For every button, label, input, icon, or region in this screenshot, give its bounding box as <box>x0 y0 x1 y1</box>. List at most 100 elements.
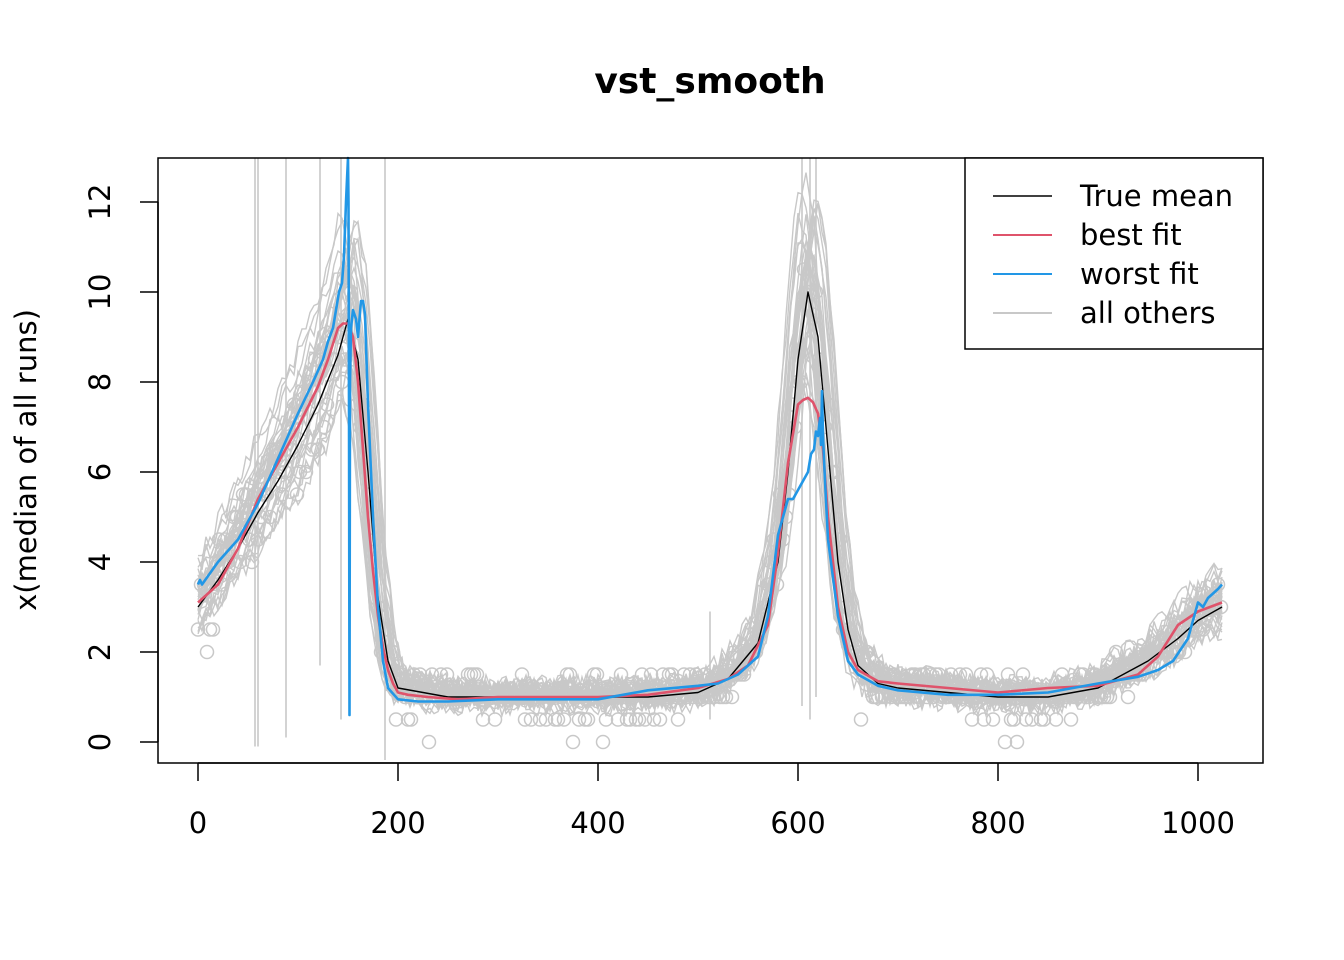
observation-point <box>286 397 302 412</box>
observation-point <box>433 667 449 682</box>
observation-point <box>298 464 314 480</box>
observation-point <box>307 352 323 367</box>
observation-point <box>1069 689 1085 705</box>
observation-point <box>769 577 785 592</box>
observation-point <box>208 554 224 570</box>
observation-point <box>610 712 626 727</box>
legend-label: worst fit <box>1080 257 1199 291</box>
observation-point <box>571 712 587 727</box>
observation-point <box>310 442 326 457</box>
chart-title: vst_smooth <box>594 61 825 102</box>
observation-point <box>772 487 788 502</box>
observation-point <box>598 712 614 727</box>
observation-point <box>1048 712 1064 727</box>
y-axis-label: x(median of all runs) <box>9 309 43 611</box>
observation-point <box>952 667 968 682</box>
observation-point <box>637 712 653 727</box>
observation-point <box>973 667 989 682</box>
observation-point <box>532 712 548 727</box>
observation-point <box>1108 644 1124 660</box>
observation-point <box>931 667 947 682</box>
observation-point <box>976 712 992 727</box>
series-layer <box>196 156 1223 717</box>
observation-point <box>859 644 875 660</box>
observation-point <box>1087 667 1103 682</box>
legend-label: best fit <box>1080 218 1182 252</box>
observation-point <box>550 712 566 727</box>
observation-point <box>289 487 305 502</box>
x-tick-label: 800 <box>970 806 1025 840</box>
observation-point <box>277 464 293 480</box>
observation-point <box>211 532 227 547</box>
observation-point <box>328 352 344 367</box>
observation-point <box>580 712 596 727</box>
observation-point <box>685 689 701 705</box>
observation-point <box>1018 712 1034 727</box>
observation-point <box>424 667 440 682</box>
observation-point <box>697 667 713 682</box>
y-axis: 0 2 4 6 8 10 12 <box>83 184 159 751</box>
observation-point <box>850 644 866 660</box>
observation-point <box>706 689 722 705</box>
observation-point <box>718 689 734 705</box>
y-tick-label: 2 <box>83 643 117 661</box>
observation-point <box>643 667 659 682</box>
observation-point <box>1009 734 1025 750</box>
observation-point <box>556 712 572 727</box>
observation-point <box>232 554 248 570</box>
observation-point <box>724 689 740 705</box>
observation-point <box>670 712 686 727</box>
observation-point <box>406 667 422 682</box>
observation-point <box>475 712 491 727</box>
observation-point <box>304 442 320 457</box>
observation-point <box>631 712 647 727</box>
y-tick-label: 12 <box>83 184 117 221</box>
observation-point <box>262 509 278 525</box>
observation-point <box>205 622 221 637</box>
observation-point <box>940 689 956 705</box>
observation-point <box>979 667 995 682</box>
observation-point <box>883 689 899 705</box>
observation-point <box>439 667 455 682</box>
y-tick-label: 4 <box>83 553 117 571</box>
observation-point <box>1117 667 1133 682</box>
observation-point <box>595 734 611 750</box>
observation-point <box>682 667 698 682</box>
observation-point <box>796 262 812 277</box>
observation-point <box>1015 667 1031 682</box>
observation-point <box>319 397 335 412</box>
observation-point <box>331 329 347 345</box>
observation-point <box>517 712 533 727</box>
observation-point <box>1036 712 1052 727</box>
observation-point <box>652 712 668 727</box>
observation-point <box>997 734 1013 750</box>
x-tick-label: 1000 <box>1161 806 1235 840</box>
observation-point <box>658 689 674 705</box>
legend-box <box>964 157 1264 350</box>
observation-point <box>622 712 638 727</box>
observation-point <box>1024 712 1040 727</box>
legend: True mean best fit worst fit all others <box>964 157 1264 350</box>
observation-point <box>877 689 893 705</box>
x-tick-label: 200 <box>370 806 425 840</box>
observation-point <box>868 689 884 705</box>
x-tick-label: 400 <box>570 806 625 840</box>
observation-point <box>388 712 404 727</box>
observation-point <box>199 644 215 660</box>
observation-point <box>217 532 233 547</box>
observation-point <box>949 689 965 705</box>
observation-point <box>250 532 266 547</box>
observation-point <box>190 622 206 637</box>
observation-point <box>1213 599 1229 615</box>
observation-point <box>826 464 842 480</box>
observation-point <box>403 712 419 727</box>
worst-fit-line <box>196 156 1223 717</box>
observation-point <box>397 689 413 705</box>
observation-point <box>958 667 974 682</box>
observation-point <box>412 667 428 682</box>
observation-point <box>469 667 485 682</box>
observation-point <box>985 712 1001 727</box>
observation-point <box>688 667 704 682</box>
observation-point <box>589 667 605 682</box>
